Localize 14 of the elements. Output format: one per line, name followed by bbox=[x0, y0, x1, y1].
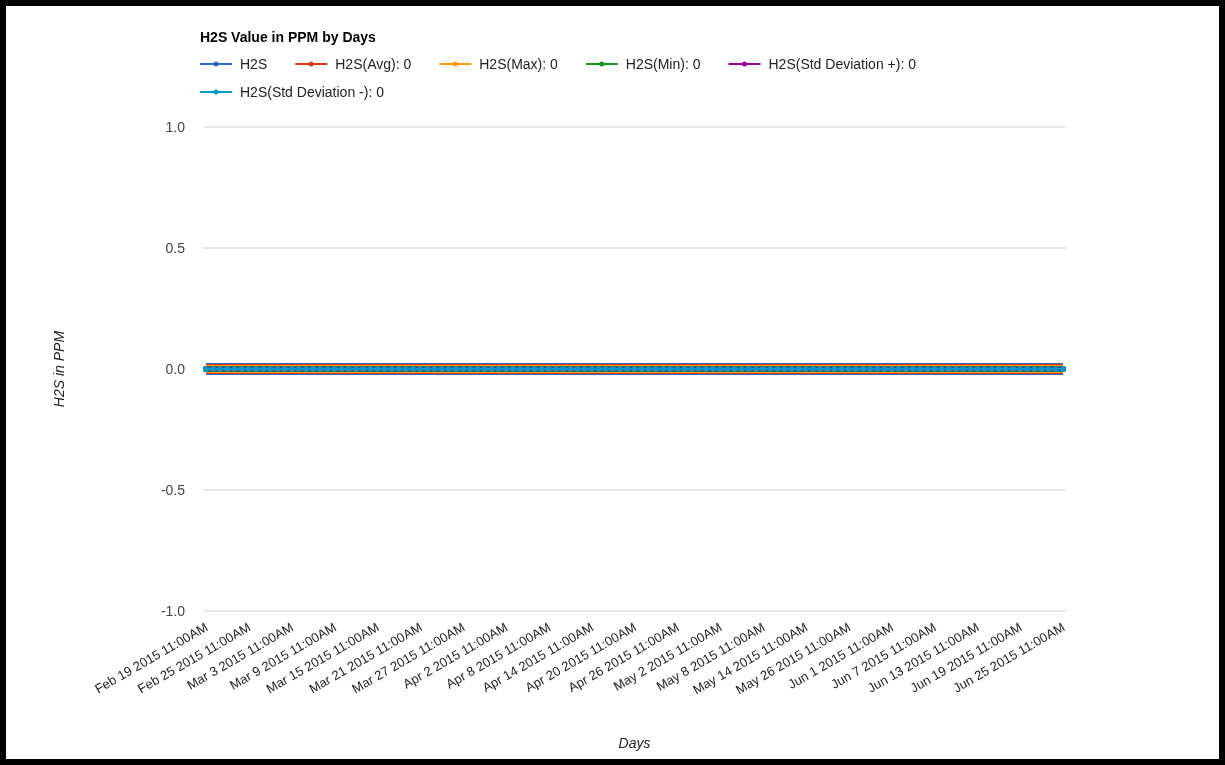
legend-label: H2S(Max): 0 bbox=[479, 56, 559, 72]
legend-label: H2S(Min): 0 bbox=[625, 56, 701, 72]
legend-label: H2S bbox=[240, 56, 268, 72]
y-tick-label: -1.0 bbox=[160, 602, 186, 619]
y-tick-label: -0.5 bbox=[160, 481, 186, 498]
x-axis-title: Days bbox=[618, 735, 651, 751]
chart-title: H2S Value in PPM by Days bbox=[200, 29, 377, 45]
legend-label: H2S(Std Deviation +): 0 bbox=[768, 56, 917, 72]
y-tick-label: 0.5 bbox=[165, 239, 186, 256]
y-axis-title: H2S in PPM bbox=[51, 330, 67, 408]
legend-label: H2S(Std Deviation -): 0 bbox=[240, 84, 385, 100]
legend-label: H2S(Avg): 0 bbox=[335, 56, 412, 72]
y-tick-label: 0.0 bbox=[165, 360, 186, 377]
y-tick-label: 1.0 bbox=[165, 118, 186, 135]
